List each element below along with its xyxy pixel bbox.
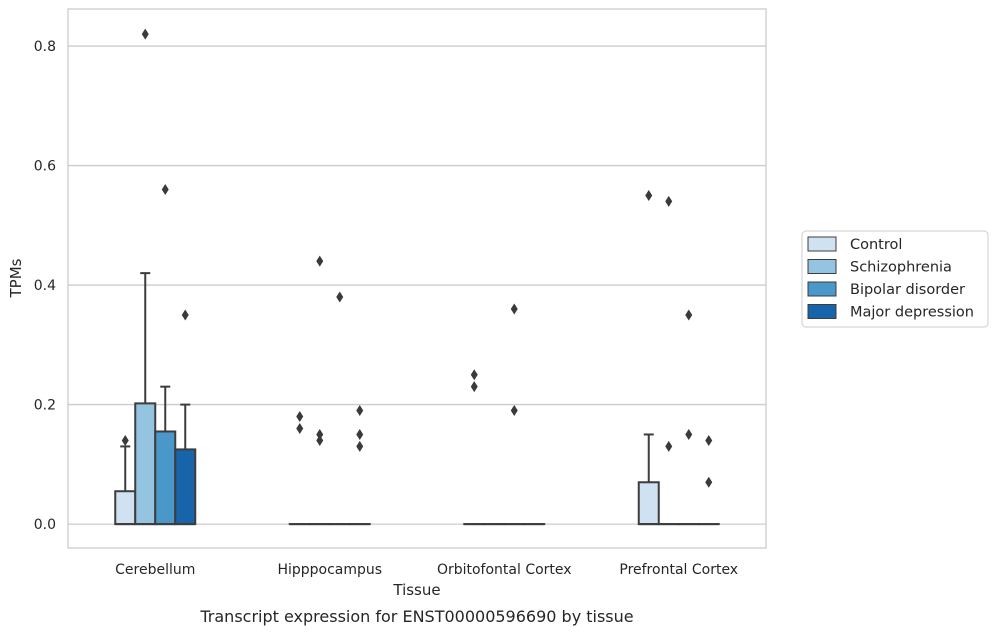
box <box>134 402 157 526</box>
y-tick-label: 0.4 <box>34 278 56 294</box>
legend-swatch <box>807 281 837 297</box>
box <box>114 490 137 526</box>
plot-frame <box>67 8 767 549</box>
box-group <box>114 434 137 526</box>
box-group <box>677 309 700 526</box>
outlier-point <box>141 28 149 40</box>
outlier-point <box>705 434 713 446</box>
box-group <box>637 189 660 526</box>
outlier-point <box>296 411 304 423</box>
x-tick-label: Hipppocampus <box>277 562 382 578</box>
legend: Control Schizophrenia Bipolar disorder Majo… <box>801 230 989 328</box>
box-group <box>463 369 486 526</box>
outlier-point <box>181 309 189 321</box>
y-tick-label: 0.2 <box>34 398 56 414</box>
box-group <box>308 255 331 526</box>
outlier-point <box>665 440 673 452</box>
x-tick-label: Cerebellum <box>115 562 195 578</box>
y-tick-label: 0.6 <box>34 159 56 175</box>
legend-swatch <box>807 259 837 274</box>
box <box>154 430 177 526</box>
y-tick-label: 0.0 <box>34 517 56 533</box>
y-tick-label: 0.8 <box>34 39 56 55</box>
box-group <box>328 291 351 526</box>
outlier-point <box>356 428 364 440</box>
x-tick-label: Prefrontal Cortex <box>619 562 738 578</box>
x-axis-ticks: Cerebellum Hipppocampus Orbitofontal Corte… <box>115 562 738 578</box>
outlier-point <box>665 195 673 207</box>
outlier-point <box>685 309 693 321</box>
legend-label: Bipolar disorder <box>850 282 965 298</box>
box-group <box>174 309 197 526</box>
outlier-point <box>356 405 364 417</box>
x-tick-label: Orbitofontal Cortex <box>437 562 572 578</box>
legend-swatch <box>807 236 837 252</box>
box-group <box>697 434 720 526</box>
y-axis-ticks: 0.0 0.2 0.4 0.6 0.8 <box>34 39 56 533</box>
outlier-point <box>296 422 304 434</box>
outlier-point <box>470 369 478 381</box>
outlier-point <box>685 428 693 440</box>
outlier-point <box>121 434 129 446</box>
legend-label: Control <box>850 237 902 253</box>
box-groups <box>114 28 720 526</box>
box <box>637 481 660 526</box>
legend-swatch <box>807 304 837 319</box>
outlier-point <box>316 434 324 446</box>
legend-label: Schizophrenia <box>850 260 952 276</box>
outlier-point <box>705 476 713 488</box>
box-group <box>348 405 371 526</box>
outlier-point <box>161 183 169 195</box>
outlier-point <box>336 291 344 303</box>
box-group <box>657 195 680 526</box>
x-axis-title: Tissue <box>392 581 440 599</box>
legend-label: Major depression <box>850 305 974 321</box>
outlier-point <box>356 440 364 452</box>
outlier-point <box>510 303 518 315</box>
outlier-point <box>316 255 324 267</box>
box-group <box>154 183 177 526</box>
figure-caption: Transcript expression for ENST0000059669… <box>199 607 633 626</box>
outlier-point <box>510 405 518 417</box>
outlier-point <box>316 428 324 440</box>
box <box>174 448 197 526</box>
y-axis-title: TPMs <box>7 258 25 298</box>
outlier-point <box>470 381 478 393</box>
legend-frame <box>801 230 989 328</box>
outlier-point <box>645 189 653 201</box>
